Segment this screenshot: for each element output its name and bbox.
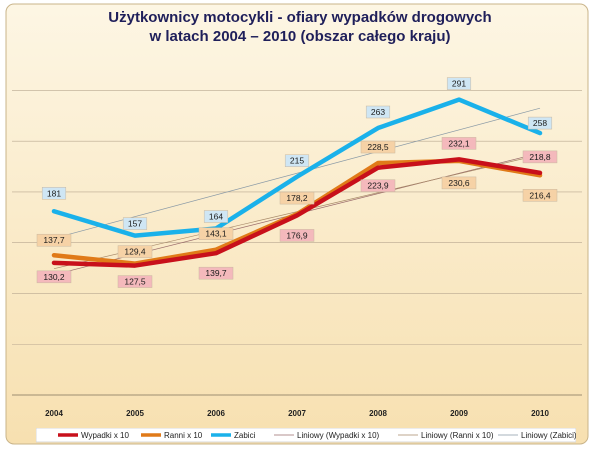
data-label-box-ranni xyxy=(117,245,153,258)
data-label-wypadki: 232,1 xyxy=(448,138,470,148)
data-label-box-zabici xyxy=(122,217,148,230)
data-label-box-ranni xyxy=(198,227,234,240)
chart-title-line-2: w latach 2004 – 2010 (obszar całego kraj… xyxy=(149,28,451,45)
data-label-box-ranni xyxy=(360,140,396,154)
x-tick-label: 2007 xyxy=(288,409,306,418)
data-label-ranni: 230,6 xyxy=(448,178,470,188)
x-tick-label: 2005 xyxy=(126,409,144,418)
x-tick-label: 2009 xyxy=(450,409,468,418)
data-label-box-zabici xyxy=(446,77,472,90)
trendline-zabici xyxy=(53,107,541,239)
legend-label-trend-zabici: Liniowy (Zabici) xyxy=(521,431,576,440)
data-label-ranni: 129,4 xyxy=(124,247,146,257)
chart-legend: Wypadki x 10 Ranni x 10 Zabici Liniowy (… xyxy=(36,428,576,443)
data-label-ranni: 228,5 xyxy=(367,142,389,152)
data-label-box-wypadki xyxy=(198,266,234,280)
data-label-box-ranni xyxy=(441,176,477,190)
data-label-box-zabici xyxy=(527,116,553,130)
data-label-box-zabici xyxy=(284,154,310,167)
data-label-zabici: 164 xyxy=(209,212,223,222)
data-label-box-zabici xyxy=(203,210,229,223)
data-label-zabici: 263 xyxy=(371,107,385,117)
data-label-ranni: 178,2 xyxy=(286,193,308,203)
legend-label-wypadki: Wypadki x 10 xyxy=(81,431,130,440)
data-label-ranni: 143,1 xyxy=(205,229,227,239)
x-tick-label: 2010 xyxy=(531,409,549,418)
x-tick-label: 2006 xyxy=(207,409,225,418)
series-line-wypadki xyxy=(51,157,543,268)
data-label-wypadki: 223,9 xyxy=(367,181,389,191)
data-label-box-wypadki xyxy=(279,229,315,242)
data-label-ranni: 137,7 xyxy=(43,235,65,245)
data-label-box-ranni xyxy=(279,191,315,205)
data-label-wypadki: 139,7 xyxy=(205,268,227,278)
data-label-box-wypadki xyxy=(117,275,153,288)
data-label-ranni: 216,4 xyxy=(529,190,551,200)
data-label-wypadki: 218,8 xyxy=(529,152,551,162)
data-label-box-zabici xyxy=(365,105,391,119)
chart-title: Użytkownicy motocykli - ofiary wypadków … xyxy=(0,8,600,46)
data-label-box-wypadki xyxy=(360,179,396,192)
data-label-box-wypadki xyxy=(522,150,558,164)
data-label-wypadki: 176,9 xyxy=(286,230,308,240)
data-label-box-wypadki xyxy=(36,270,72,284)
legend-label-ranni: Ranni x 10 xyxy=(164,431,203,440)
data-label-zabici: 291 xyxy=(452,79,466,89)
data-label-wypadki: 127,5 xyxy=(124,277,146,287)
chart-title-line-1: Użytkownicy motocykli - ofiary wypadków … xyxy=(108,9,492,26)
chart-background xyxy=(5,3,589,445)
data-label-zabici: 258 xyxy=(533,118,547,128)
data-label-zabici: 181 xyxy=(47,188,61,198)
x-tick-label: 2008 xyxy=(369,409,387,418)
legend-label-trend-ranni: Liniowy (Ranni x 10) xyxy=(421,431,494,440)
legend-label-zabici: Zabici xyxy=(234,431,256,440)
data-label-box-wypadki xyxy=(441,137,477,150)
data-label-wypadki: 130,2 xyxy=(43,272,65,282)
data-label-zabici: 157 xyxy=(128,219,142,229)
data-label-zabici: 215 xyxy=(290,156,304,166)
x-tick-label: 2004 xyxy=(45,409,63,418)
data-label-box-ranni xyxy=(522,189,558,202)
data-label-box-ranni xyxy=(36,233,72,247)
series-line-zabici xyxy=(51,97,543,238)
legend-label-trend-wypadki: Liniowy (Wypadki x 10) xyxy=(297,431,380,440)
data-label-box-zabici xyxy=(41,187,67,200)
